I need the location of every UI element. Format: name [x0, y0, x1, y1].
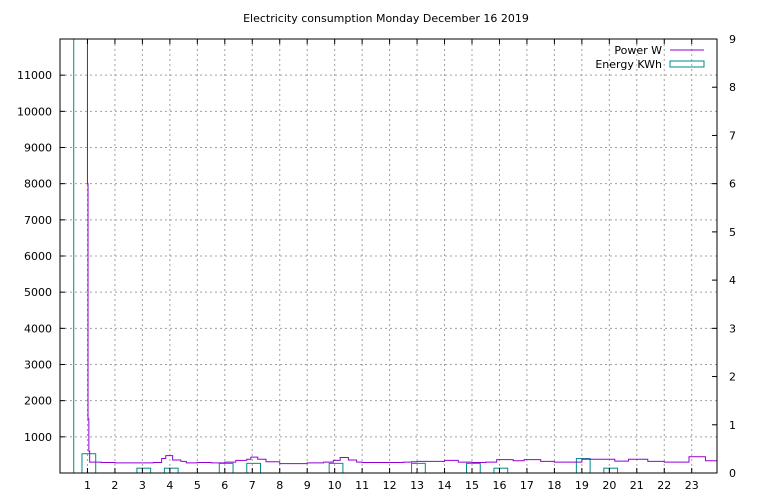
y2-tick-label: 5: [729, 226, 736, 239]
x-tick-label: 17: [520, 479, 534, 492]
x-tick-label: 9: [304, 479, 311, 492]
x-tick-label: 18: [547, 479, 561, 492]
y2-tick-label: 0: [729, 467, 736, 480]
legend-label-energy: Energy KWh: [595, 58, 662, 71]
energy-box: [466, 462, 481, 474]
plot-frame: [59, 38, 718, 474]
y2-tick-label: 6: [729, 178, 736, 191]
y-tick-label: 2000: [24, 395, 52, 408]
chart-title: Electricity consumption Monday December …: [243, 12, 529, 25]
x-tick-label: 7: [249, 479, 256, 492]
x-tick-label: 19: [575, 479, 589, 492]
x-tick-label: 2: [111, 479, 118, 492]
grid: [60, 39, 717, 473]
energy-box: [411, 462, 426, 474]
energy-box: [493, 467, 509, 474]
x-tick-label: 5: [194, 479, 201, 492]
energy-box: [136, 467, 152, 474]
y2-tick-label: 3: [729, 322, 736, 335]
energy-box: [575, 458, 591, 474]
x-tick-label: 1: [84, 479, 91, 492]
x-tick-label: 21: [630, 479, 644, 492]
x-tick-label: 15: [465, 479, 479, 492]
y-tick-label: 9000: [24, 142, 52, 155]
x-tick-label: 12: [383, 479, 397, 492]
y-tick-label: 8000: [24, 178, 52, 191]
x-tick-label: 10: [328, 479, 342, 492]
y2-tick-label: 9: [729, 33, 736, 46]
axes: 1 2 3 4 5 6 7 8 9 10 11 12 13 14 15 16 17 18 19 20 21 22 23100…: [17, 33, 736, 492]
y-tick-label: 7000: [24, 214, 52, 227]
legend-label-power: Power W: [614, 44, 662, 57]
y-tick-label: 3000: [24, 359, 52, 372]
x-tick-label: 13: [410, 479, 424, 492]
y-tick-label: 5000: [24, 286, 52, 299]
y2-tick-label: 2: [729, 371, 736, 384]
energy-box: [163, 467, 179, 474]
energy-box: [81, 453, 97, 474]
x-tick-label: 4: [166, 479, 173, 492]
power-series: [60, 38, 717, 465]
y-tick-label: 6000: [24, 250, 52, 263]
x-tick-label: 8: [276, 479, 283, 492]
x-tick-label: 3: [139, 479, 146, 492]
energy-series: [59, 38, 619, 474]
y2-tick-label: 8: [729, 81, 736, 94]
energy-box: [246, 462, 262, 474]
y2-tick-label: 1: [729, 419, 736, 432]
energy-box: [603, 467, 619, 474]
x-tick-label: 22: [657, 479, 671, 492]
y-tick-label: 4000: [24, 322, 52, 335]
x-tick-label: 16: [492, 479, 506, 492]
legend-swatch-energy: [669, 60, 705, 68]
x-tick-label: 20: [602, 479, 616, 492]
x-tick-label: 6: [221, 479, 228, 492]
y2-tick-label: 7: [729, 129, 736, 142]
x-tick-label: 23: [685, 479, 699, 492]
energy-box: [328, 462, 344, 474]
y-tick-label: 10000: [17, 105, 52, 118]
y-tick-label: 1000: [24, 431, 52, 444]
power-line: [60, 38, 717, 465]
x-tick-label: 14: [438, 479, 452, 492]
y-tick-label: 11000: [17, 69, 52, 82]
x-tick-label: 11: [355, 479, 369, 492]
y2-tick-label: 4: [729, 274, 736, 287]
energy-box: [218, 462, 234, 474]
